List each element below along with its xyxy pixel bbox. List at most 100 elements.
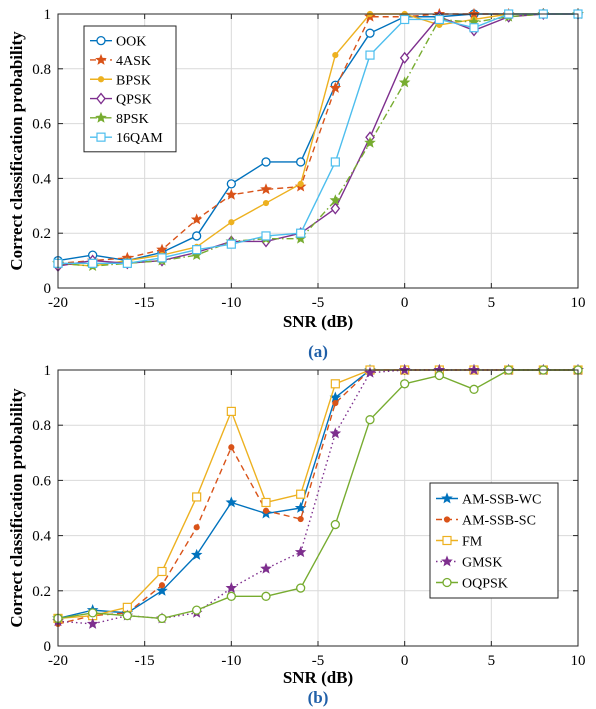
legend-label: AM-SSB-SC [462,514,536,529]
data-point [261,497,271,508]
data-point [330,379,340,389]
series-line [57,13,578,267]
data-point [193,524,200,531]
data-point [434,14,444,25]
data-point [226,179,236,189]
data-point [158,582,166,589]
legend-marker [97,76,105,83]
legend-label: OOK [116,35,146,50]
panel-label: (a) [308,342,328,361]
data-point [88,258,98,268]
data-point [157,253,167,263]
x-tick-label: 5 [488,653,496,669]
series-line [57,369,578,625]
data-point [329,194,342,206]
data-point [296,157,306,167]
data-point [434,370,444,381]
x-tick-label: -20 [48,295,68,311]
y-tick-label: 0 [44,281,52,297]
data-point [190,213,203,225]
x-axis-label: SNR (dB) [283,312,353,331]
legend-label: FM [462,535,483,550]
y-tick-label: 0.2 [32,226,51,242]
data-point [122,610,132,621]
data-point [330,519,340,530]
panel-label: (b) [308,688,329,707]
legend-marker [96,132,106,142]
series-oqpsk [53,365,583,624]
y-tick-label: 0.4 [32,529,51,545]
x-tick-label: -20 [48,653,68,669]
legend: OOK 4ASK BPSK QPSK 8PSK 16QAM [83,25,177,153]
x-axis-label: SNR (dB) [283,668,353,687]
data-point [330,202,341,215]
panel-a-chart: -20 -15 -10 -5 0 5 10 0 0.2 0.4 0.6 0.8 1 SNR (dB) Cor… [7,7,586,361]
data-point [297,515,304,523]
data-point [225,188,238,200]
series-line [57,369,578,620]
data-point [122,258,132,268]
x-tick-label: 10 [571,295,586,311]
data-point [365,50,375,60]
data-point [400,14,410,25]
legend-label: 8PSK [116,112,149,127]
legend-marker [442,577,452,588]
y-tick-label: 1 [44,7,52,23]
data-point [261,591,271,601]
data-point [260,183,272,195]
legend-marker [95,53,107,65]
data-point [228,444,235,451]
data-point [398,76,411,88]
series-line [57,13,578,265]
data-point [226,239,236,249]
data-point [192,605,202,615]
data-point [192,231,202,241]
data-point [296,228,306,238]
y-axis-label: Correct classification probability [7,388,26,628]
y-tick-label: 0.8 [32,418,51,434]
legend-label: GMSK [462,556,502,571]
axes-box [57,13,579,289]
data-point [399,51,410,64]
data-point [261,231,271,241]
legend-marker [95,111,107,123]
x-tick-label: -10 [221,295,241,311]
y-axis-label: Correct classification probability [7,31,26,271]
x-tick-label: -15 [135,295,155,311]
data-point [365,28,375,38]
legend: AM-SSB-WC AM-SSB-SC FM GMSK OQPSK [429,482,559,599]
legend-marker [441,555,453,567]
data-point [156,243,168,255]
x-tick-label: -10 [221,653,241,669]
data-point [225,496,238,508]
series-line [58,13,578,265]
data-point [226,591,236,601]
data-point [262,507,270,514]
data-point [330,157,340,167]
data-point [228,219,235,226]
x-tick-label: 10 [571,653,586,669]
data-point [332,52,339,59]
x-tick-label: 5 [488,295,496,311]
data-point [260,562,272,574]
legend-label: BPSK [116,73,151,88]
data-point [192,245,202,255]
y-tick-label: 0 [44,639,52,655]
data-point [156,584,168,596]
legend-label: QPSK [116,93,152,108]
legend-label: 4ASK [116,54,151,69]
data-point [469,384,479,394]
legend-marker [96,36,106,46]
data-point [225,581,238,593]
legend-label: AM-SSB-WC [462,493,541,508]
data-point [226,406,236,416]
panel-b-chart: -20 -15 -10 -5 0 5 10 0 0.2 0.4 0.6 0.8 1 SNR (dB) Cor… [7,363,586,707]
legend-label: 16QAM [116,131,163,146]
data-point [294,546,307,558]
data-point [262,199,270,207]
data-point [157,613,167,624]
data-point [332,400,339,407]
data-point [261,157,271,167]
legend-marker [443,516,451,523]
